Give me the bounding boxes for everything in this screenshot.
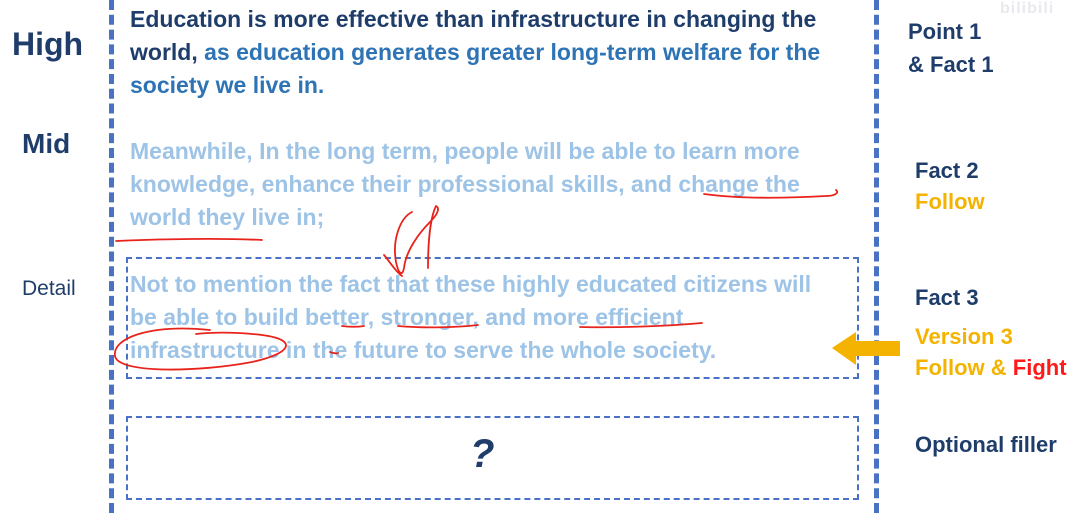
filler-question-mark: ?: [470, 432, 495, 476]
point-line-1: Education is more effective than infrast…: [130, 6, 817, 32]
filler-dashed-box: [126, 416, 859, 500]
follow-label: Follow: [915, 189, 985, 214]
follow-and-text: Follow &: [915, 355, 1013, 380]
detail-dashed-box: [126, 257, 859, 379]
point-paragraph: Education is more effective than infrast…: [130, 3, 870, 102]
fact3-line-1: Not to mention the fact that these highl…: [130, 271, 812, 297]
left-dashed-line: [109, 0, 114, 513]
fact2-line-1: Meanwhile, In the long term, people will…: [130, 138, 800, 164]
underline-world: [115, 238, 263, 242]
point-line-2-accent: as education generates greater long-term…: [204, 39, 821, 65]
point-line-2-start: world,: [130, 39, 205, 65]
fact3-label: Fact 3: [915, 285, 979, 310]
level-detail-label: Detail: [22, 277, 76, 300]
version3-label: Version 3: [915, 324, 1013, 349]
point1-label: Point 1: [908, 19, 982, 44]
right-dashed-line: [874, 0, 879, 513]
fact2-line-3: world they live in;: [130, 204, 325, 230]
fact1-label: & Fact 1: [908, 52, 994, 77]
point-line-3: society we live in.: [130, 72, 325, 98]
bilibili-watermark: bilibili: [1000, 0, 1055, 17]
point-line-2: world, as education generates greater lo…: [130, 36, 870, 69]
fact2-paragraph: Meanwhile, In the long term, people will…: [130, 135, 870, 234]
follow-fight-label: Follow & Fight: [915, 352, 1067, 383]
fact3-line-3: infrastructure in the future to serve th…: [130, 337, 717, 363]
fact2-line-2: knowledge, enhance their professional sk…: [130, 171, 800, 197]
fact2-label: Fact 2: [915, 158, 979, 183]
level-high-label: High: [12, 26, 84, 62]
optional-filler-label: Optional filler: [915, 432, 1057, 457]
level-mid-label: Mid: [22, 128, 71, 159]
fact3-line-2: be able to build better, stronger, and m…: [130, 304, 684, 330]
fight-text: Fight: [1012, 355, 1067, 380]
fact3-paragraph: Not to mention the fact that these highl…: [130, 268, 870, 367]
